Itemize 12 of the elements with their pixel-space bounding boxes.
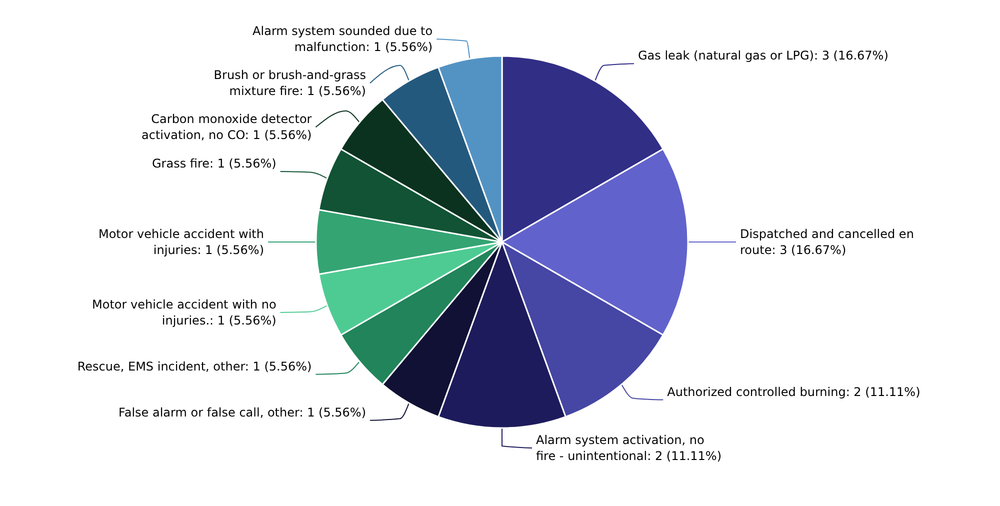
slice-label: Alarm system sounded due to malfunction: 1 (5.56%) [252,24,433,54]
slice-label: Gas leak (natural gas or LPG): 3 (16.67%) [638,48,888,63]
slice-label: Rescue, EMS incident, other: 1 (5.56%) [77,359,312,374]
slice-label: Dispatched and cancelled en route: 3 (16.67%) [740,227,914,257]
slice-label: Grass fire: 1 (5.56%) [152,156,276,171]
slice-label: Brush or brush-and-grass mixture fire: 1 (5.56%) [214,68,366,98]
slice-label: Alarm system activation, no fire - unintentional: 2 (11.11%) [536,433,722,463]
slice-label: Carbon monoxide detector activation, no CO: 1 (5.56%) [141,112,312,142]
slice-label: False alarm or false call, other: 1 (5.56%) [118,405,366,420]
slice-label: Motor vehicle accident with injuries: 1 (5.56%) [98,227,264,257]
slice-label: Motor vehicle accident with no injuries.: 1 (5.56%) [92,297,276,328]
slice-label: Authorized controlled burning: 2 (11.11%) [667,384,920,399]
